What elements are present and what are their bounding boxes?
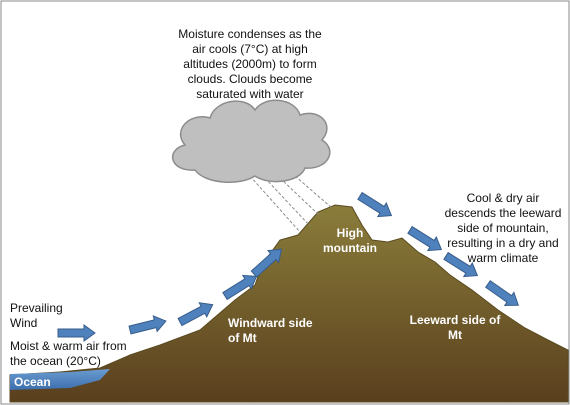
wind-label: Prevailing [10,301,63,315]
windward-label: Windward side [228,316,313,330]
leeward-label: Leeward side of [410,313,502,327]
leeward-note: side of mountain, [457,221,548,235]
cloud-note: clouds. Clouds become [188,72,313,86]
windward-label: of Mt [228,331,257,345]
ocean-note: Moist & warm air from [10,339,127,353]
cloud-note: Moisture condenses as the [178,27,322,41]
peak-label: High [337,226,364,240]
leeward-label: Mt [448,328,462,342]
wind-label: Wind [10,316,37,330]
diagram: Moisture condenses as theair cools (7°C)… [0,0,570,405]
ocean-note: the ocean (20°C) [10,354,101,368]
leeward-note: descends the leeward [445,206,562,220]
ocean-label: Ocean [14,375,51,389]
cloud-note: altitudes (2000m) to form [183,57,316,71]
cloud-note: air cools (7°C) at high [192,42,308,56]
leeward-note: Cool & dry air [467,191,540,205]
leeward-note: warm climate [467,251,539,265]
peak-label: mountain [323,241,377,255]
cloud-note: saturated with water [196,87,303,101]
leeward-note: resulting in a dry and [447,236,558,250]
